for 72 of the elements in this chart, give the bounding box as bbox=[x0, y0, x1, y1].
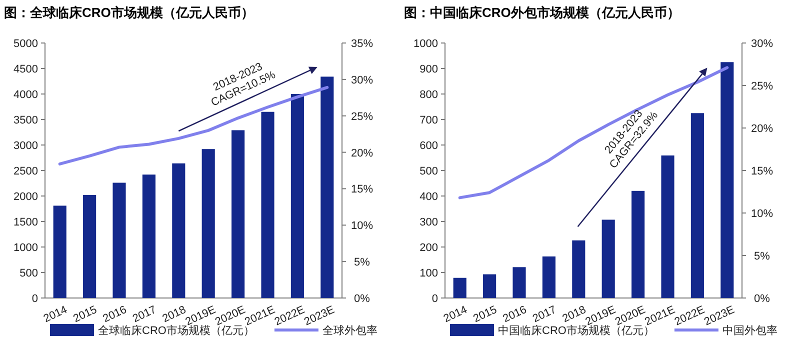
bar bbox=[320, 76, 334, 298]
y-tick-label: 0 bbox=[432, 293, 438, 305]
bar bbox=[172, 163, 186, 298]
y2-tick-label: 10% bbox=[350, 220, 374, 232]
x-tick-label: 2017 bbox=[530, 304, 558, 326]
bar bbox=[690, 113, 704, 298]
y-tick-label: 1000 bbox=[14, 242, 38, 254]
x-tick-label: 2017 bbox=[130, 304, 158, 326]
y-tick-label: 4500 bbox=[14, 64, 38, 76]
y2-tick-label: 15% bbox=[750, 166, 774, 178]
y-tick-label: 200 bbox=[420, 242, 438, 254]
y-tick-label: 700 bbox=[420, 114, 438, 126]
y-tick-label: 5000 bbox=[14, 38, 38, 50]
chart-title: 图：全球临床CRO市场规模（亿元人民币） bbox=[4, 5, 254, 20]
y-tick-label: 3500 bbox=[14, 114, 38, 126]
bar bbox=[202, 149, 215, 298]
y-tick-label: 400 bbox=[420, 191, 438, 203]
y2-tick-label: 15% bbox=[350, 184, 374, 196]
y2-tick-label: 10% bbox=[750, 208, 774, 220]
y-tick-label: 300 bbox=[420, 216, 438, 228]
bar bbox=[290, 94, 304, 298]
x-tick-label: 2014 bbox=[442, 304, 470, 326]
legend-label: 全球外包率 bbox=[322, 324, 378, 337]
bar bbox=[602, 220, 615, 298]
bar bbox=[53, 206, 66, 298]
y-tick-label: 100 bbox=[420, 268, 438, 280]
x-tick-label: 2015 bbox=[472, 304, 499, 326]
y-tick-label: 900 bbox=[420, 64, 438, 76]
y-tick-label: 800 bbox=[420, 89, 438, 101]
bar bbox=[232, 130, 245, 298]
y2-tick-label: 35% bbox=[350, 38, 374, 50]
y2-tick-label: 25% bbox=[350, 110, 374, 123]
bar bbox=[542, 256, 556, 298]
y2-tick-label: 30% bbox=[750, 38, 774, 50]
y-tick-label: 600 bbox=[420, 140, 438, 152]
bar bbox=[661, 155, 674, 298]
bar bbox=[632, 190, 645, 298]
x-tick-label: 2015 bbox=[72, 304, 99, 326]
bar bbox=[720, 62, 734, 298]
bar bbox=[142, 174, 156, 298]
legend-label: 全球临床CRO市场规模（亿元） bbox=[98, 324, 254, 337]
y-tick-label: 0 bbox=[32, 293, 38, 305]
bar bbox=[512, 267, 526, 298]
bar bbox=[453, 278, 466, 298]
y2-tick-label: 20% bbox=[750, 123, 774, 135]
y-tick-label: 3000 bbox=[14, 140, 38, 152]
y2-tick-label: 0% bbox=[354, 293, 370, 305]
x-tick-label: 2016 bbox=[501, 304, 529, 326]
y2-tick-label: 20% bbox=[350, 147, 374, 160]
bar bbox=[261, 112, 274, 298]
line-series bbox=[458, 66, 729, 200]
y-tick-label: 500 bbox=[420, 166, 438, 178]
legend-label: 中国临床CRO市场规模（亿元） bbox=[498, 324, 654, 337]
bar bbox=[83, 194, 96, 298]
bar bbox=[483, 274, 496, 298]
y2-tick-label: 5% bbox=[354, 256, 370, 269]
y-tick-label: 2500 bbox=[14, 166, 38, 178]
y2-tick-label: 25% bbox=[750, 80, 774, 92]
y2-tick-label: 5% bbox=[754, 250, 770, 262]
chart-title: 图：中国临床CRO外包市场规模（亿元人民币） bbox=[404, 5, 680, 20]
bar bbox=[572, 240, 586, 298]
x-tick-label: 2014 bbox=[42, 304, 70, 326]
y-tick-label: 4000 bbox=[14, 89, 38, 101]
x-tick-label: 2016 bbox=[101, 304, 129, 326]
y2-tick-label: 0% bbox=[754, 293, 770, 305]
y-tick-label: 500 bbox=[20, 268, 38, 280]
y-tick-label: 1500 bbox=[14, 216, 38, 228]
legend-label: 中国外包率 bbox=[722, 324, 778, 337]
y-tick-label: 1000 bbox=[414, 38, 438, 50]
y2-tick-label: 30% bbox=[350, 74, 374, 86]
y-tick-label: 2000 bbox=[14, 191, 38, 203]
bar bbox=[112, 182, 126, 298]
